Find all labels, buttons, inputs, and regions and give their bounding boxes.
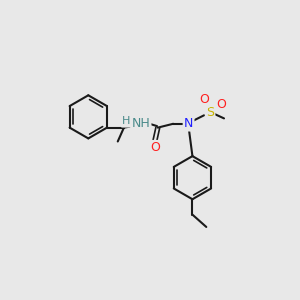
Text: N: N <box>184 117 193 130</box>
Text: H: H <box>122 116 130 127</box>
Text: O: O <box>216 98 226 111</box>
Text: O: O <box>150 141 160 154</box>
Text: O: O <box>199 93 209 106</box>
Text: S: S <box>206 106 214 119</box>
Text: NH: NH <box>131 117 150 130</box>
